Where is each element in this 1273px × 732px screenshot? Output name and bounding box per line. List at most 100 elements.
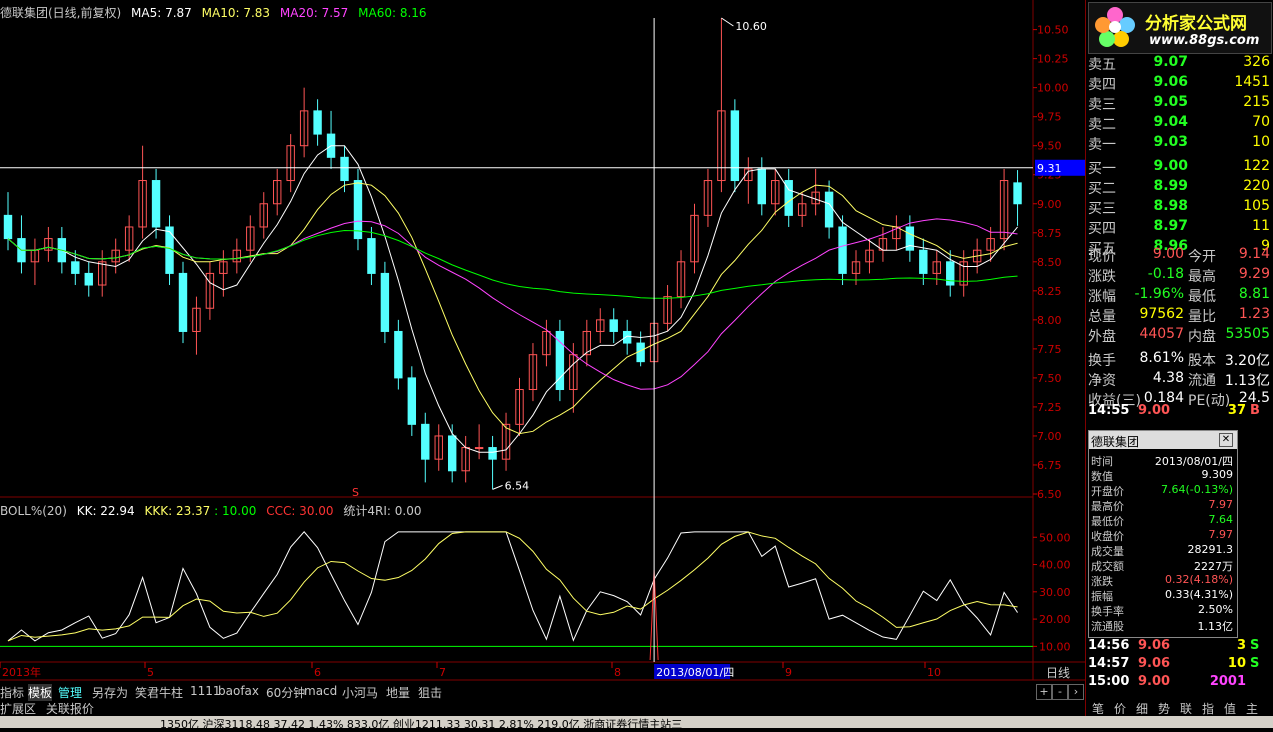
tab-expand[interactable]: 扩展区 <box>0 702 37 716</box>
level-volume: 9 <box>1261 238 1270 254</box>
level-price: 9.04 <box>1153 114 1188 130</box>
stat-value: -0.18 <box>1147 266 1184 282</box>
zoom-out-button[interactable]: - <box>1052 684 1068 700</box>
tick-time: 14:57 <box>1088 656 1130 671</box>
ma10-line <box>7 182 1018 435</box>
right-tab[interactable]: 联 <box>1180 702 1193 716</box>
candle-body <box>111 249 120 263</box>
toolbar-item[interactable]: 60分钟 <box>266 686 306 700</box>
bottom-tabs: 扩展区 关联报价 <box>0 700 94 717</box>
crosshair-price-label: 9.31 <box>1037 162 1062 175</box>
tick-price: 9.00 <box>1138 403 1171 418</box>
toolbar-item[interactable]: 1111 <box>190 684 221 698</box>
popup-titlebar[interactable]: 德联集团 ✕ <box>1089 431 1237 449</box>
stat-label: 外盘 <box>1088 329 1116 345</box>
level-price: 8.97 <box>1153 218 1188 234</box>
level-label: 买四 <box>1088 221 1116 237</box>
toolbar-item[interactable]: 模板 <box>28 684 53 701</box>
right-panel-tabs: 笔价细势联指值主 <box>1088 698 1272 716</box>
stat-row: 外盘 44057 内盘 53505 <box>1088 326 1272 346</box>
right-tab[interactable]: 指 <box>1202 702 1215 716</box>
popup-value: 28291.3 <box>1187 543 1234 556</box>
right-tab[interactable]: 主 <box>1246 702 1259 716</box>
candle-body <box>797 203 807 216</box>
candle-body <box>972 249 982 263</box>
right-tab[interactable]: 值 <box>1224 702 1237 716</box>
popup-key: 开盘价 <box>1091 485 1124 498</box>
level-label: 买二 <box>1088 181 1116 197</box>
status-bar: 1350亿 沪深3118.48 37.42 1.43% 833.0亿 创业121… <box>0 716 1273 731</box>
candle-body <box>488 447 497 460</box>
candle-body <box>771 180 780 205</box>
zoom-in-button[interactable]: + <box>1036 684 1052 700</box>
level-label: 卖二 <box>1088 117 1116 133</box>
popup-row: 开盘价 7.64(-0.13%) <box>1089 483 1237 498</box>
toolbar-item[interactable]: 管理 <box>58 686 83 700</box>
data-popup[interactable]: 德联集团 ✕ 时间 2013/08/01/四 数值 9.309 开盘价 7.64(-0.1… <box>1088 430 1238 638</box>
level-label: 卖四 <box>1088 77 1116 93</box>
stat-label: 内盘 <box>1188 329 1216 345</box>
price-axis-label: 7.50 <box>1037 372 1062 385</box>
price-axis-label: 7.25 <box>1037 401 1062 414</box>
price-axis-label: 10.50 <box>1037 24 1069 37</box>
popup-row: 涨跌 0.32(4.18%) <box>1089 573 1237 588</box>
candle-body <box>542 330 551 356</box>
tick-volume: 3 <box>1236 638 1246 653</box>
right-tab[interactable]: 势 <box>1158 702 1171 716</box>
crosshair-price-box <box>1035 159 1085 176</box>
toolbar-item[interactable]: 地量 <box>386 686 411 700</box>
tab-related-quotes[interactable]: 关联报价 <box>45 702 94 716</box>
scroll-right-button[interactable]: › <box>1068 684 1084 700</box>
toolbar-item[interactable]: baofax <box>218 684 259 698</box>
popup-key: 时间 <box>1091 455 1113 468</box>
candle-body <box>313 110 322 135</box>
candle-body <box>919 249 928 274</box>
level-price: 8.99 <box>1153 178 1188 194</box>
date-axis-label: 10 <box>927 666 941 679</box>
buy-level-row: 买三 8.98 105 <box>1088 198 1272 218</box>
toolbar-item[interactable]: 小河马 <box>342 686 379 700</box>
level-volume: 326 <box>1243 54 1270 70</box>
right-tab[interactable]: 细 <box>1136 702 1149 716</box>
right-tab[interactable]: 价 <box>1114 702 1127 716</box>
tick-time: 14:55 <box>1088 403 1130 418</box>
buy-level-row: 买五 8.96 9 <box>1088 238 1272 258</box>
close-icon[interactable]: ✕ <box>1219 433 1233 447</box>
candle-body <box>98 261 107 286</box>
price-axis-label: 9.50 <box>1037 140 1062 153</box>
popup-value: 7.97 <box>1208 498 1234 511</box>
price-axis-label: 6.50 <box>1037 488 1062 501</box>
stat-value: 97562 <box>1139 306 1184 322</box>
popup-value: 2.50% <box>1198 603 1233 616</box>
level-volume: 105 <box>1243 198 1270 214</box>
stat-label: 收益(三) <box>1088 393 1141 409</box>
candle-body <box>865 249 874 263</box>
candle-body <box>528 354 538 391</box>
candle-body <box>151 180 161 228</box>
price-axis-label: 7.75 <box>1037 343 1062 356</box>
low-marker <box>492 484 503 490</box>
candle-body <box>582 330 592 356</box>
right-tab[interactable]: 笔 <box>1092 702 1105 716</box>
candle-body <box>273 180 282 205</box>
toolbar-item[interactable]: macd <box>304 684 338 698</box>
indicator-toolbar: 指标 模板 管理 另存为 笑君牛柱 1111 baofax 60分钟 macd 小河马 地量 狙击 <box>0 682 1085 701</box>
moving-average-lines <box>7 145 1018 453</box>
stat-label: 涨幅 <box>1088 289 1116 305</box>
candle-body <box>784 180 793 216</box>
popup-row: 流通股 1.13亿 <box>1089 618 1237 633</box>
popup-key: 成交额 <box>1091 560 1124 573</box>
tick-row: 14:57 9.06 10 S <box>1088 656 1272 674</box>
tick-flag: B <box>1250 403 1260 418</box>
high-label: 10.60 <box>735 20 767 33</box>
level-volume: 1451 <box>1234 74 1270 90</box>
sell-level-row: 卖四 9.06 1451 <box>1088 74 1272 94</box>
toolbar-item[interactable]: 狙击 <box>418 686 443 700</box>
toolbar-item[interactable]: 指标 <box>0 686 25 700</box>
toolbar-item[interactable]: 另存为 <box>92 686 129 700</box>
indicator-axis-label: 40.00 <box>1039 559 1071 572</box>
indicator-header: BOLL%(20) KK: 22.94 KKK: 23.37 : 10.00 C… <box>0 502 427 519</box>
stat-label: 现价 <box>1088 249 1116 265</box>
toolbar-item[interactable]: 笑君牛柱 <box>135 686 184 700</box>
